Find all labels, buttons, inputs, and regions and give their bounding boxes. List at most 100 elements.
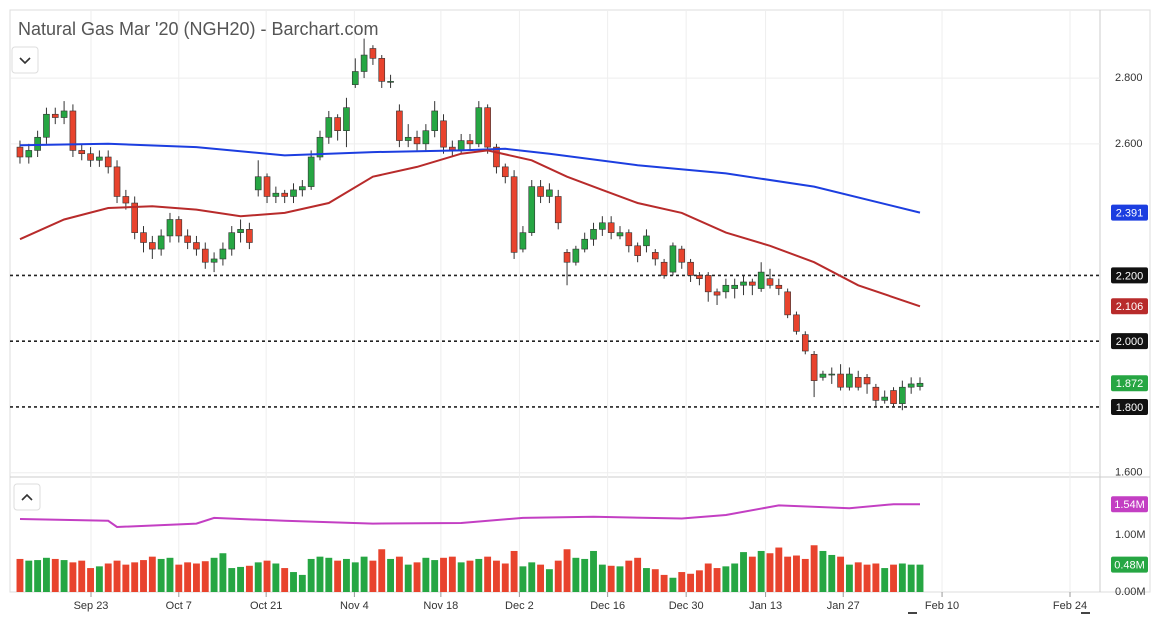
volume-bar bbox=[695, 570, 703, 592]
frame bbox=[9, 9, 1151, 593]
candle-body bbox=[484, 107, 491, 148]
candle-body bbox=[184, 235, 191, 243]
volume-bar bbox=[616, 566, 624, 592]
last-value-label: 1.54M bbox=[1114, 499, 1145, 511]
candle-body bbox=[193, 242, 200, 250]
candle-body bbox=[281, 192, 288, 197]
candle-body bbox=[351, 71, 359, 85]
volume-bar bbox=[87, 568, 95, 592]
volume-bar bbox=[281, 568, 289, 592]
collapse-button[interactable] bbox=[13, 483, 41, 511]
volume-bar bbox=[863, 564, 871, 592]
volume-bar bbox=[704, 563, 712, 592]
candle-body bbox=[863, 377, 871, 385]
volume-bar bbox=[740, 552, 747, 592]
volume-bar bbox=[210, 557, 218, 592]
grid bbox=[10, 10, 1100, 592]
y-tick-label: 2.600 bbox=[1115, 138, 1143, 150]
candle-body bbox=[457, 140, 465, 151]
volume-bar bbox=[828, 554, 836, 592]
volume-bar bbox=[272, 563, 280, 592]
volume-bar bbox=[184, 562, 192, 592]
candle-body bbox=[219, 248, 227, 260]
last-price-label: 1.872 bbox=[1116, 378, 1144, 390]
volume-bar bbox=[660, 574, 668, 592]
y-tick-label: 2.800 bbox=[1115, 72, 1143, 84]
candle-body bbox=[669, 245, 677, 273]
volume-bar bbox=[572, 557, 580, 592]
candle-body bbox=[316, 136, 324, 158]
volume-bar bbox=[131, 562, 139, 592]
volume-bar bbox=[263, 560, 271, 592]
candle-body bbox=[607, 222, 615, 233]
volume-bar bbox=[343, 558, 350, 592]
volume-bar bbox=[140, 560, 147, 592]
volume-bar bbox=[387, 558, 395, 592]
candle-body bbox=[537, 186, 544, 197]
volume-bar bbox=[69, 562, 77, 592]
volume-bar bbox=[334, 560, 342, 592]
volume-bar bbox=[598, 564, 606, 592]
candle-body bbox=[413, 136, 421, 145]
volume-bar bbox=[316, 556, 324, 592]
candle-body bbox=[96, 156, 103, 161]
candle-body bbox=[69, 110, 77, 151]
volume-bar bbox=[475, 558, 483, 592]
candle-body bbox=[528, 186, 536, 233]
volume-bar bbox=[237, 566, 245, 592]
candle-body bbox=[16, 146, 24, 158]
candle-body bbox=[546, 189, 553, 197]
candle-body bbox=[140, 232, 147, 243]
candle-body bbox=[563, 252, 571, 263]
candle-body bbox=[837, 373, 844, 388]
candle-body bbox=[237, 229, 244, 233]
candle-body bbox=[228, 232, 236, 250]
volume-bar bbox=[881, 568, 889, 592]
x-tick-label: Dec 30 bbox=[669, 600, 704, 612]
chart-title: Natural Gas Mar '20 (NGH20) - Barchart.c… bbox=[18, 19, 379, 39]
volume-bar bbox=[563, 549, 571, 592]
volume-bar bbox=[148, 556, 156, 592]
volume-bar bbox=[228, 568, 236, 592]
collapse-button[interactable] bbox=[11, 46, 39, 74]
candle-body bbox=[78, 150, 86, 155]
candle-body bbox=[466, 140, 474, 145]
y-tick-label: 1.00M bbox=[1115, 529, 1146, 541]
x-tick-label: Nov 4 bbox=[340, 600, 369, 612]
candle-body bbox=[360, 54, 368, 72]
candle-body bbox=[634, 245, 641, 256]
candle-body bbox=[122, 196, 130, 204]
volume-bar bbox=[325, 557, 333, 592]
candle-body bbox=[43, 113, 50, 138]
volume-bar bbox=[872, 563, 880, 592]
volume-bar bbox=[254, 562, 262, 592]
candle-body bbox=[749, 281, 756, 286]
candle-body bbox=[299, 186, 306, 191]
candle-body bbox=[263, 176, 271, 197]
volume-bar bbox=[298, 574, 306, 592]
volume-bar bbox=[290, 572, 297, 592]
candle-body bbox=[704, 275, 712, 293]
x-tick-label: Jan 13 bbox=[749, 600, 782, 612]
x-tick-label: Sep 23 bbox=[74, 600, 109, 612]
candle-body bbox=[431, 110, 438, 131]
volume-bar bbox=[731, 563, 739, 592]
candle-body bbox=[872, 386, 880, 401]
candle-body bbox=[175, 219, 183, 237]
volume-bar bbox=[351, 562, 359, 592]
candle-body bbox=[325, 117, 333, 138]
volume-bar bbox=[378, 549, 386, 592]
candle-body bbox=[810, 354, 818, 381]
level-label: 1.800 bbox=[1116, 402, 1144, 414]
volume-bar bbox=[95, 566, 103, 592]
volume-bar bbox=[307, 558, 315, 592]
candle-body bbox=[210, 258, 218, 263]
moving-average-line bbox=[19, 503, 920, 529]
volume-bar bbox=[757, 550, 765, 592]
volume-bar bbox=[457, 562, 465, 592]
last-value-label: 2.391 bbox=[1116, 207, 1144, 219]
candle-body bbox=[87, 153, 94, 161]
volume-bar bbox=[643, 568, 650, 592]
volume-bar bbox=[801, 558, 809, 592]
